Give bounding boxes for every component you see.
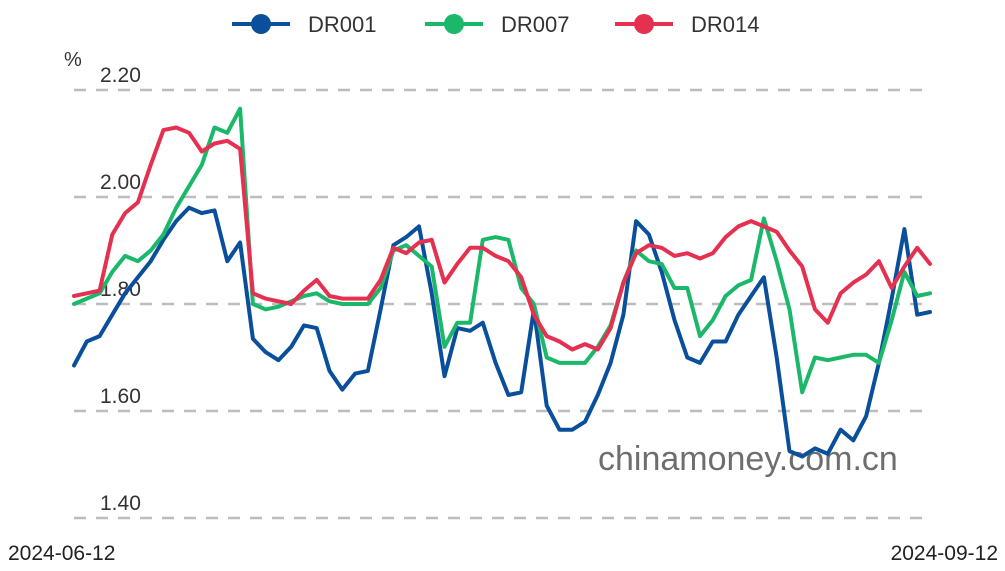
y-tick-label: 2.00 — [100, 171, 141, 194]
series-line-dr007 — [72, 106, 932, 395]
legend-marker — [634, 14, 654, 34]
legend: DR001 DR007 DR014 — [232, 12, 759, 37]
series-lines — [72, 106, 932, 459]
y-tick-label: 1.40 — [100, 492, 141, 515]
legend-label: DR007 — [501, 12, 569, 37]
series-line-dr001 — [72, 205, 932, 459]
x-axis-end-label: 2024-09-12 — [891, 542, 998, 565]
y-axis-unit-label: % — [64, 49, 82, 71]
x-axis-start-label: 2024-06-12 — [8, 542, 115, 565]
legend-item-dr014[interactable]: DR014 — [615, 12, 759, 37]
legend-label: DR014 — [691, 12, 759, 37]
y-tick-label: 1.60 — [100, 385, 141, 408]
legend-marker — [444, 14, 464, 34]
legend-label: DR001 — [308, 12, 376, 37]
series-line-dr014 — [72, 125, 932, 352]
legend-item-dr007[interactable]: DR007 — [425, 12, 569, 37]
watermark-text: chinamoney.com.cn — [598, 440, 898, 478]
legend-marker — [251, 14, 271, 34]
gridlines — [74, 88, 930, 520]
y-tick-label: 2.20 — [100, 64, 141, 87]
y-axis-ticks: 2.202.001.801.601.40 — [100, 64, 141, 515]
legend-item-dr001[interactable]: DR001 — [232, 12, 376, 37]
